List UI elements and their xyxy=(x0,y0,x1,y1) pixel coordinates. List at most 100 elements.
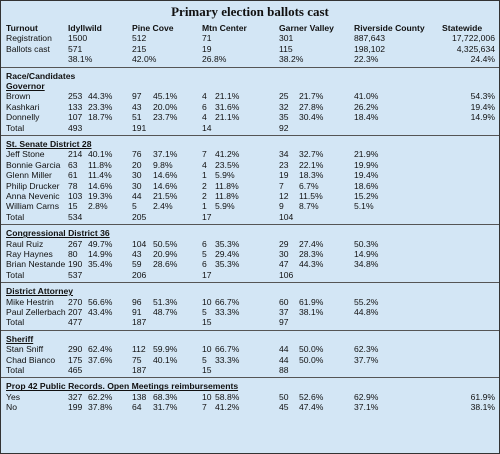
cell: 43 xyxy=(132,249,142,259)
cell: 290 xyxy=(68,344,83,355)
cell: 267 xyxy=(68,238,83,249)
cell: 76 xyxy=(132,149,142,160)
cell: 12 xyxy=(279,191,289,201)
cell: 9 xyxy=(279,201,284,212)
cell: 4 xyxy=(202,112,207,123)
row-label: Total xyxy=(6,269,25,280)
cell: 78 xyxy=(68,180,78,191)
cell: 4 xyxy=(202,159,207,170)
row-label: Total xyxy=(6,317,25,328)
cell: 62.9% xyxy=(354,391,379,402)
cell: 38.1% xyxy=(68,54,93,65)
cell: 37 xyxy=(279,307,289,317)
section-heading: Congressional District 36 xyxy=(6,228,110,239)
cell: 41.0% xyxy=(354,91,379,102)
cell: 19 xyxy=(202,43,212,54)
cell: 512 xyxy=(132,33,147,44)
cell: 40.1% xyxy=(153,354,178,365)
cell: 37.7% xyxy=(354,354,379,365)
cell: 43 xyxy=(132,101,142,112)
cell: 198,102 xyxy=(354,43,386,54)
separator xyxy=(1,135,499,136)
cell: 5.1% xyxy=(354,201,374,212)
cell: 27.8% xyxy=(299,101,324,112)
cell: 10 xyxy=(202,344,212,355)
cell: 61.9% xyxy=(299,296,324,307)
cell: 21.5% xyxy=(153,191,178,201)
cell: 9.8% xyxy=(153,159,173,170)
row-label: Glenn Miller xyxy=(6,170,52,181)
cell: 19.4% xyxy=(470,101,495,112)
cell: 97 xyxy=(279,317,289,328)
cell: 80 xyxy=(68,249,78,259)
cell: 14.9% xyxy=(470,112,495,123)
cell: 63 xyxy=(68,159,78,170)
cell: 31.7% xyxy=(153,402,178,413)
cell: 58.8% xyxy=(215,391,240,402)
cell: 11.5% xyxy=(299,191,323,201)
row-label: Total xyxy=(6,365,25,375)
cell: 20 xyxy=(132,159,142,170)
cell: 2.8% xyxy=(88,201,108,212)
row-label: William Carns xyxy=(6,201,59,212)
cell: 14.9% xyxy=(354,249,379,259)
cell: 68.3% xyxy=(153,391,178,402)
cell: 64 xyxy=(132,402,142,413)
cell: 10 xyxy=(202,296,212,307)
cell: 10 xyxy=(202,391,212,402)
cell: 11.8% xyxy=(215,180,239,191)
cell: 38.1% xyxy=(470,402,495,413)
cell: 51 xyxy=(132,112,142,123)
cell: 34 xyxy=(279,149,289,160)
separator xyxy=(1,377,499,379)
cell: 17 xyxy=(202,211,212,222)
cell: 30 xyxy=(279,249,289,259)
cell: 43.4% xyxy=(88,307,113,317)
cell: 23.5% xyxy=(215,159,240,170)
cell: 22.1% xyxy=(299,159,324,170)
row-label: Total xyxy=(6,211,25,222)
cell: 205 xyxy=(132,211,147,222)
cell: 21.1% xyxy=(215,112,240,123)
cell: 190 xyxy=(68,259,83,270)
section-heading: Race/Candidates xyxy=(6,70,76,81)
cell: 27.4% xyxy=(299,238,324,249)
cell: 537 xyxy=(68,269,83,280)
cell: 5 xyxy=(202,249,207,259)
section-heading: St. Senate District 28 xyxy=(6,139,92,149)
cell: 17,722,006 xyxy=(451,33,495,44)
cell: 191 xyxy=(132,122,147,133)
cell: 62.3% xyxy=(354,344,379,355)
cell: 21.9% xyxy=(354,149,379,160)
row-label: Anna Nevenic xyxy=(6,191,60,201)
cell: 44 xyxy=(132,191,142,201)
cell: 18.7% xyxy=(88,112,113,123)
cell: 7 xyxy=(202,402,207,413)
cell: 104 xyxy=(132,238,147,249)
cell: 107 xyxy=(68,112,83,123)
cell: 41.2% xyxy=(215,402,240,413)
cell: 92 xyxy=(279,122,289,133)
cell: 47 xyxy=(279,259,289,270)
cell: 7 xyxy=(279,180,284,191)
cell: 887,643 xyxy=(354,33,386,44)
row-label: Jeff Stone xyxy=(6,149,45,160)
cell: 301 xyxy=(279,33,294,44)
cell: 18.3% xyxy=(299,170,324,181)
cell: 7 xyxy=(202,149,207,160)
cell: 14 xyxy=(202,122,212,133)
cell: 14.9% xyxy=(88,249,113,259)
cell: 5.9% xyxy=(215,201,235,212)
cell: 11.4% xyxy=(88,170,112,181)
separator xyxy=(1,224,499,226)
cell: 8.7% xyxy=(299,201,319,212)
cell: 44.8% xyxy=(354,307,379,317)
cell: 49.7% xyxy=(88,238,113,249)
cell: 26.8% xyxy=(202,54,227,65)
cell: 25 xyxy=(279,91,289,102)
cell: 215 xyxy=(132,43,147,54)
row-label: Philip Drucker xyxy=(6,180,60,191)
cell: 32 xyxy=(279,101,289,112)
cell: 19.4% xyxy=(354,170,379,181)
cell: 6 xyxy=(202,101,207,112)
